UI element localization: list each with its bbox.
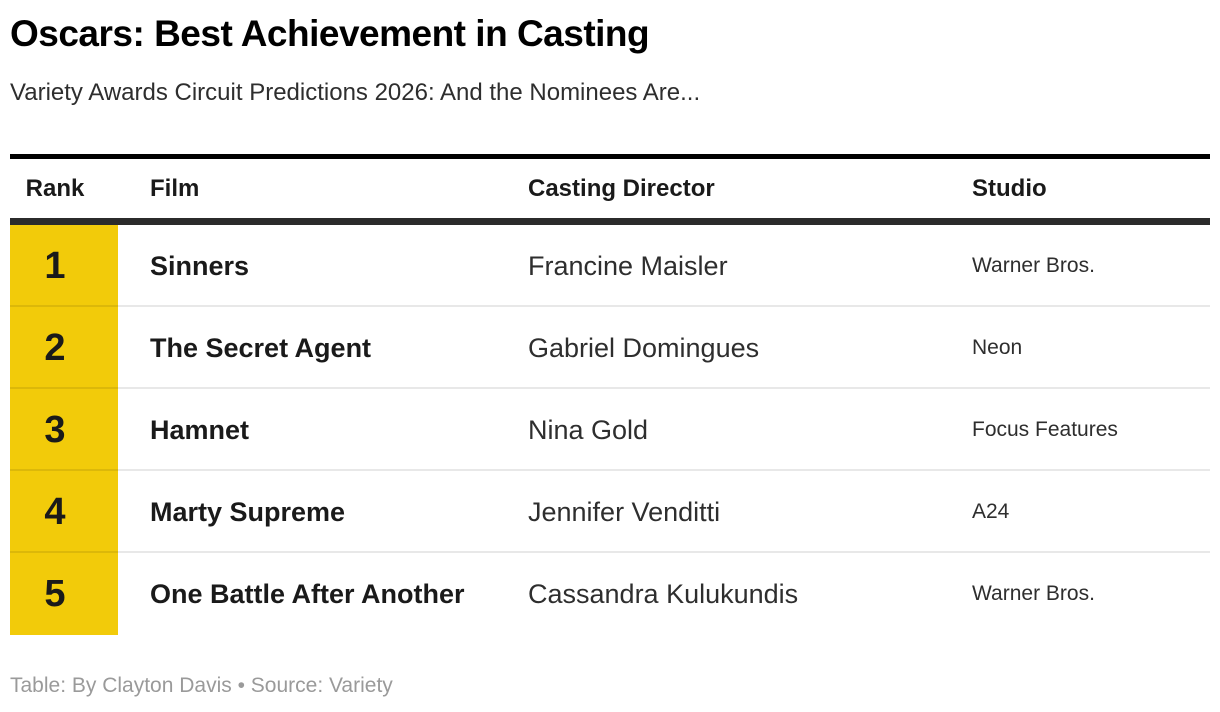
page-title: Oscars: Best Achievement in Casting — [10, 13, 650, 54]
film-cell: Hamnet — [150, 414, 250, 445]
casting-director-cell: Nina Gold — [528, 414, 649, 445]
table-row: 5 One Battle After Another Cassandra Kul… — [10, 553, 1210, 635]
film-cell: The Secret Agent — [150, 332, 372, 363]
rank-cell: 4 — [10, 471, 118, 553]
rankings-table: Rank Film Casting Director Studio 1 Sinn… — [10, 154, 1210, 635]
studio-cell: A24 — [972, 500, 1010, 523]
film-cell: Sinners — [150, 250, 250, 281]
rank-cell: 2 — [10, 307, 118, 389]
film-cell: One Battle After Another — [150, 578, 465, 609]
film-cell: Marty Supreme — [150, 496, 346, 527]
table-row: 3 Hamnet Nina Gold Focus Features — [10, 389, 1210, 471]
casting-director-cell: Gabriel Domingues — [528, 332, 760, 363]
table-header-row: Rank Film Casting Director Studio — [10, 154, 1210, 225]
casting-director-cell: Francine Maisler — [528, 250, 728, 281]
casting-director-cell: Jennifer Venditti — [528, 496, 721, 527]
studio-cell: Neon — [972, 336, 1023, 359]
table-row: 1 Sinners Francine Maisler Warner Bros. — [10, 225, 1210, 307]
column-header-rank: Rank — [25, 174, 85, 202]
studio-cell: Warner Bros. — [972, 254, 1095, 277]
column-header-casting-director: Casting Director — [528, 174, 715, 202]
rank-cell: 1 — [10, 225, 118, 307]
page-subtitle: Variety Awards Circuit Predictions 2026:… — [10, 79, 701, 106]
studio-cell: Warner Bros. — [972, 582, 1095, 605]
table-row: 2 The Secret Agent Gabriel Domingues Neo… — [10, 307, 1210, 389]
column-header-studio: Studio — [972, 174, 1047, 202]
credit-line: Table: By Clayton Davis • Source: Variet… — [10, 674, 393, 697]
casting-director-cell: Cassandra Kulukundis — [528, 578, 799, 609]
table-row: 4 Marty Supreme Jennifer Venditti A24 — [10, 471, 1210, 553]
studio-cell: Focus Features — [972, 418, 1118, 441]
column-header-film: Film — [150, 174, 200, 202]
rank-cell: 5 — [10, 553, 118, 635]
rank-cell: 3 — [10, 389, 118, 471]
